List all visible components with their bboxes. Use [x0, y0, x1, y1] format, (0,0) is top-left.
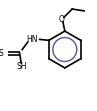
Text: HN: HN	[27, 35, 38, 44]
Text: O: O	[58, 15, 64, 24]
Text: SH: SH	[16, 62, 26, 71]
Text: S: S	[0, 49, 3, 58]
